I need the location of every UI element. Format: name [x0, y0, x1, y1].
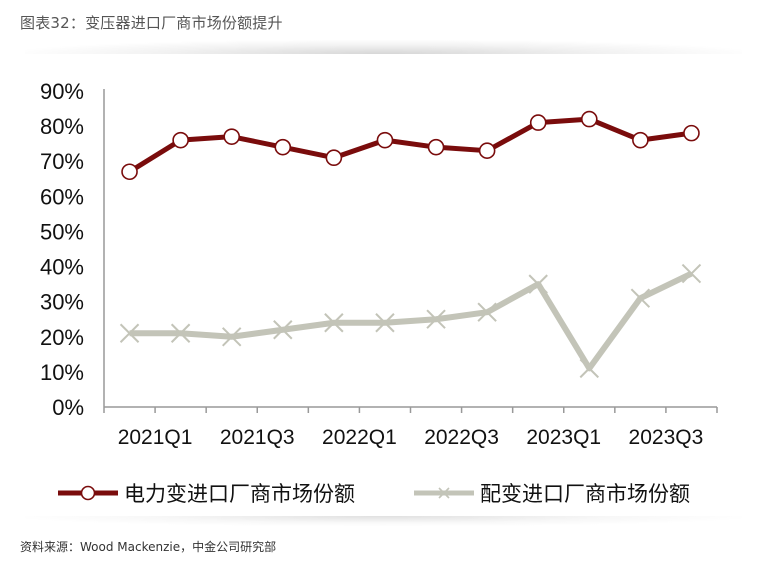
legend-label: 配变进口厂商市场份额 [480, 482, 690, 506]
header-divider-shadow [25, 40, 742, 54]
series-power-transformer [121, 110, 700, 181]
y-tick-label: 90% [40, 79, 84, 104]
x-marker [119, 323, 140, 343]
series-layer [119, 110, 702, 379]
source-note: 资料来源：Wood Mackenzie，中金公司研究部 [20, 540, 277, 554]
y-tick-label: 20% [40, 325, 84, 350]
x-tick-label: 2021Q1 [118, 426, 193, 449]
circle-marker-icon [80, 485, 96, 501]
x-tick-label: 2022Q1 [322, 426, 397, 449]
circle-marker [376, 131, 394, 149]
x-axis: 2021Q1 2021Q3 2022Q1 2022Q3 2023Q1 2023Q3 [103, 406, 718, 449]
line-chart: 0%10%20%30%40%50%60%70%80%90% 2021Q1 2021… [40, 79, 718, 506]
x-marker [630, 288, 651, 308]
x-marker [477, 302, 497, 322]
y-tick-label: 40% [40, 255, 84, 280]
circle-marker [529, 114, 547, 131]
legend: 电力变进口厂商市场份额 配变进口厂商市场份额 [58, 482, 690, 506]
y-tick-label: 0% [52, 395, 84, 420]
x-marker [324, 313, 344, 333]
circle-marker [683, 124, 700, 142]
y-tick-label: 30% [40, 290, 84, 315]
x-marker [222, 327, 242, 347]
x-tick-label: 2023Q3 [629, 426, 704, 449]
circle-marker [172, 131, 189, 149]
y-tick-label: 60% [40, 184, 84, 209]
x-marker [426, 309, 446, 329]
y-tick-label: 70% [40, 149, 84, 174]
chart-title: 图表32：变压器进口厂商市场份额提升 [20, 14, 283, 32]
x-marker [273, 320, 293, 340]
y-tick-label: 10% [40, 360, 84, 385]
y-axis: 0% 10% 20% 30% 40% 50% 60% 70% 80% 90% [40, 79, 105, 420]
circle-marker [632, 131, 649, 149]
x-marker [579, 358, 599, 379]
circle-marker [325, 149, 343, 167]
series-distribution-transformer [119, 263, 702, 379]
legend-item-distribution: 配变进口厂商市场份额 [414, 482, 690, 506]
footer-divider-shadow [25, 516, 742, 526]
legend-item-power: 电力变进口厂商市场份额 [58, 482, 355, 506]
x-tick-label: 2022Q3 [424, 426, 499, 449]
x-tick-label: 2023Q1 [526, 426, 601, 449]
y-tick-label: 80% [40, 114, 84, 139]
x-marker [528, 274, 548, 294]
y-tick-label: 50% [40, 219, 84, 244]
circle-marker [223, 128, 241, 145]
circle-marker [274, 138, 292, 156]
circle-marker [478, 142, 496, 159]
circle-marker [427, 138, 445, 156]
x-marker [681, 263, 702, 284]
x-marker [170, 323, 191, 343]
x-marker [375, 313, 395, 333]
circle-marker [121, 163, 138, 181]
legend-label: 电力变进口厂商市场份额 [124, 482, 355, 506]
circle-marker [580, 110, 598, 128]
x-tick-label: 2021Q3 [220, 426, 295, 449]
